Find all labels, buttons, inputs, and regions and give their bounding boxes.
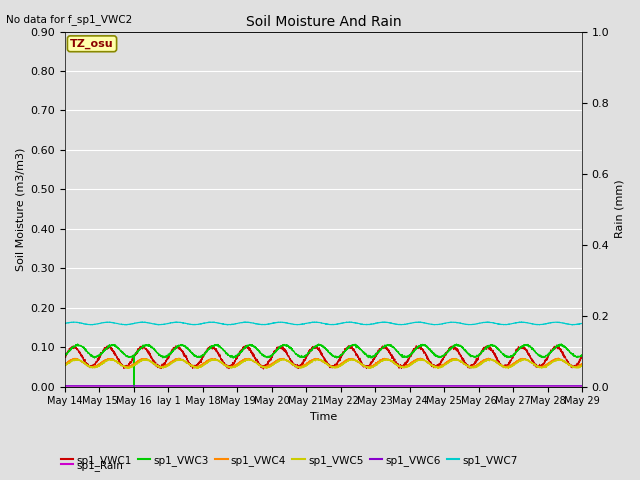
sp1_VWC5 <box>172 358 180 363</box>
sp1_VWC1 <box>553 342 561 348</box>
sp1_VWC7 <box>207 319 214 325</box>
sp1_VWC5 <box>205 358 213 364</box>
Line: sp1_VWC5: sp1_VWC5 <box>65 359 582 369</box>
Y-axis label: Soil Moisture (m3/m3): Soil Moisture (m3/m3) <box>15 147 25 271</box>
sp1_Rain <box>205 383 213 389</box>
sp1_VWC5 <box>578 363 586 369</box>
sp1_Rain <box>578 383 586 389</box>
sp1_VWC1 <box>374 349 381 355</box>
sp1_VWC3 <box>578 352 586 358</box>
sp1_VWC1 <box>383 345 390 350</box>
sp1_VWC4 <box>61 361 69 367</box>
sp1_VWC3 <box>578 353 586 359</box>
sp1_VWC1 <box>260 366 268 372</box>
sp1_VWC7 <box>223 322 231 328</box>
sp1_Rain <box>172 383 180 389</box>
sp1_VWC7 <box>383 320 391 325</box>
Line: sp1_VWC4: sp1_VWC4 <box>65 358 582 368</box>
sp1_VWC6 <box>172 383 180 389</box>
sp1_VWC3 <box>374 349 381 355</box>
Line: sp1_VWC7: sp1_VWC7 <box>65 322 582 325</box>
sp1_VWC4 <box>172 356 180 362</box>
sp1_VWC6 <box>578 383 586 389</box>
sp1_VWC4 <box>529 360 537 366</box>
sp1_Rain <box>374 383 381 389</box>
sp1_VWC4 <box>330 365 338 371</box>
sp1_VWC7 <box>578 321 586 326</box>
sp1_VWC4 <box>554 355 562 361</box>
sp1_VWC1 <box>61 354 69 360</box>
sp1_VWC3 <box>74 341 81 347</box>
sp1_VWC6 <box>374 383 381 389</box>
Y-axis label: Rain (mm): Rain (mm) <box>615 180 625 239</box>
sp1_VWC7 <box>374 320 381 326</box>
sp1_VWC3 <box>172 344 180 350</box>
sp1_VWC3 <box>130 384 138 389</box>
sp1_VWC3 <box>61 352 69 358</box>
sp1_VWC1 <box>529 360 537 365</box>
sp1_VWC3 <box>206 345 214 351</box>
sp1_VWC7 <box>172 320 180 325</box>
sp1_VWC6 <box>383 383 390 389</box>
sp1_VWC5 <box>175 356 182 361</box>
Text: TZ_osu: TZ_osu <box>70 39 114 49</box>
sp1_VWC3 <box>529 347 537 352</box>
sp1_VWC7 <box>61 321 69 326</box>
sp1_VWC6 <box>529 383 537 389</box>
Legend: sp1_Rain: sp1_Rain <box>56 456 127 475</box>
sp1_VWC1 <box>578 353 586 359</box>
sp1_VWC4 <box>374 359 381 365</box>
sp1_VWC5 <box>578 363 586 369</box>
sp1_VWC4 <box>383 356 390 362</box>
sp1_VWC7 <box>205 320 213 325</box>
sp1_VWC5 <box>383 356 390 362</box>
X-axis label: Time: Time <box>310 412 337 422</box>
sp1_Rain <box>529 383 537 389</box>
Line: sp1_VWC3: sp1_VWC3 <box>65 344 582 386</box>
sp1_VWC7 <box>578 321 586 326</box>
Line: sp1_VWC1: sp1_VWC1 <box>65 345 582 369</box>
sp1_VWC4 <box>578 360 586 366</box>
sp1_VWC5 <box>504 366 512 372</box>
sp1_VWC1 <box>578 356 586 361</box>
Title: Soil Moisture And Rain: Soil Moisture And Rain <box>246 15 401 29</box>
sp1_VWC5 <box>529 360 537 366</box>
sp1_VWC4 <box>205 357 213 363</box>
sp1_Rain <box>383 383 390 389</box>
sp1_VWC5 <box>61 363 69 369</box>
sp1_VWC3 <box>383 343 391 348</box>
sp1_VWC1 <box>172 343 180 349</box>
sp1_Rain <box>578 383 586 389</box>
sp1_VWC6 <box>61 383 69 389</box>
Text: No data for f_sp1_VWC2: No data for f_sp1_VWC2 <box>6 14 132 25</box>
sp1_VWC6 <box>578 383 586 389</box>
sp1_VWC4 <box>578 361 586 367</box>
sp1_VWC5 <box>374 361 381 367</box>
sp1_VWC7 <box>529 321 537 327</box>
sp1_VWC1 <box>205 345 213 350</box>
Legend: sp1_VWC1, sp1_VWC3, sp1_VWC4, sp1_VWC5, sp1_VWC6, sp1_VWC7: sp1_VWC1, sp1_VWC3, sp1_VWC4, sp1_VWC5, … <box>56 451 522 470</box>
sp1_Rain <box>61 383 69 389</box>
sp1_VWC6 <box>205 383 213 389</box>
